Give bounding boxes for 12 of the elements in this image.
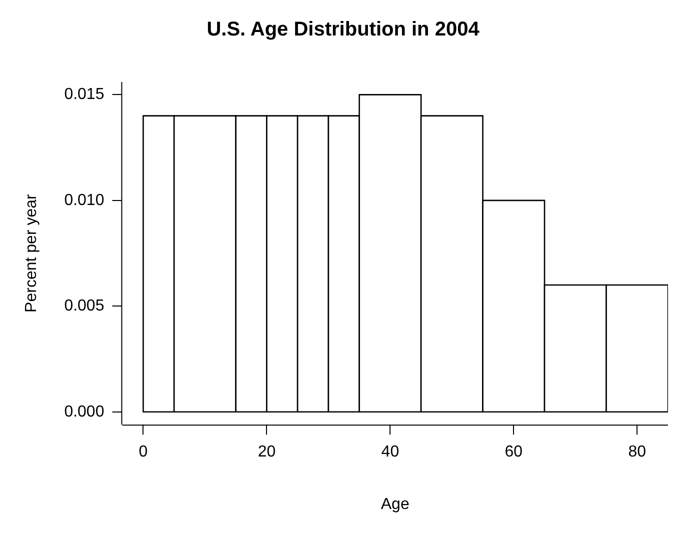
chart-title: U.S. Age Distribution in 2004 <box>206 18 480 41</box>
x-tick-label: 0 <box>138 444 148 461</box>
y-tick-label: 0.005 <box>64 298 104 315</box>
y-tick-label: 0.000 <box>64 403 104 420</box>
x-tick-label: 60 <box>504 444 523 461</box>
y-tick-label: 0.015 <box>64 86 104 104</box>
x-tick-label: 20 <box>258 444 276 461</box>
y-tick-label: 0.010 <box>64 192 104 209</box>
x-tick-label: 80 <box>628 444 646 461</box>
x-tick-label: 40 <box>381 444 400 461</box>
x-axis-title: Age <box>380 496 410 513</box>
y-axis-title: Percent per year <box>23 193 40 312</box>
